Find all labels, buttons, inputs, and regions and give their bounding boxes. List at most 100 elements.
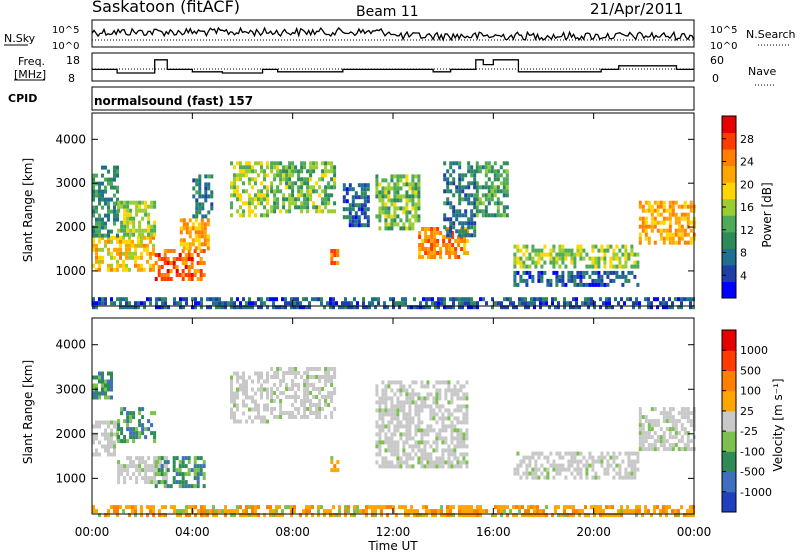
echo-cell [630,270,634,275]
echo-cell [405,218,409,223]
echo-cell [447,444,451,449]
echo-cell [260,181,263,186]
echo-cell [129,476,133,481]
echo-cell [317,505,320,510]
echo-cell [435,412,439,417]
echo-cell [677,204,681,209]
echo-cell [360,207,364,212]
echo-cell [110,251,113,256]
echo-cell [429,424,433,429]
echo-cell [354,203,358,208]
echo-cell [263,193,266,198]
echo-cell [242,201,245,206]
echo-cell [327,161,331,166]
echo-cell [140,509,143,514]
echo-cell [413,305,416,310]
echo-cell [429,412,433,417]
echo-cell [503,305,506,310]
nsearch-label: N.Search [746,28,796,41]
echo-cell [315,403,319,407]
echo-cell [575,301,578,306]
echo-cell [104,239,107,244]
echo-cell [188,246,192,251]
echo-cell [137,239,140,244]
echo-cell [597,274,601,279]
echo-cell [441,416,445,421]
echo-cell [450,388,454,393]
echo-cell [120,411,124,416]
echo-cell [282,165,286,170]
echo-cell [680,212,684,217]
echo-cell [163,484,167,489]
echo-cell [668,447,672,452]
echo-cell [390,178,394,183]
echo-cell [135,208,139,213]
echo-cell [126,468,130,473]
echo-cell [525,244,529,249]
echo-cell [464,209,468,214]
echo-cell [245,379,248,384]
echo-cell [92,509,95,514]
echo-cell [233,419,236,424]
echo-cell [266,213,269,218]
echo-cell [113,177,116,182]
echo-cell [689,419,693,424]
echo-cell [107,420,110,425]
echo-cell [647,224,651,229]
echo-cell [387,214,391,219]
echo-cell [576,471,580,476]
echo-cell [420,464,424,469]
echo-cell [266,185,269,190]
echo-cell [201,214,205,219]
echo-cell [290,297,293,302]
echo-cell [98,371,101,376]
echo-cell [140,243,143,248]
echo-cell [357,223,361,228]
echo-cell [433,243,437,247]
echo-cell [315,415,319,419]
echo-cell [427,235,431,239]
echo-cell [138,220,142,225]
echo-cell [101,383,104,388]
echo-cell [357,219,361,224]
echo-cell [399,436,403,441]
echo-cell [567,463,571,468]
echo-cell [475,197,479,202]
freq-label-1: Freq. [18,55,45,68]
echo-cell [144,460,148,465]
echo-cell [426,440,430,445]
echo-cell [378,190,382,195]
echo-cell [487,189,491,194]
echo-cell [395,513,398,518]
echo-cell [450,436,454,441]
echo-cell [656,200,660,205]
echo-cell [110,177,113,182]
echo-cell [330,460,334,465]
echo-cell [363,223,367,228]
echo-cell [677,411,681,416]
echo-cell [324,367,328,371]
echo-cell [263,415,266,420]
echo-cell [505,169,509,174]
echo-cell [150,204,154,209]
echo-cell [527,513,530,518]
echo-cell [202,476,206,481]
echo-cell [132,439,136,444]
echo-cell [653,407,657,412]
echo-cell [629,509,632,514]
echo-cell [381,206,385,211]
echo-cell [104,432,107,437]
echo-cell [303,379,307,383]
echo-cell [276,387,280,391]
echo-cell [581,301,584,306]
echo-cell [194,218,198,223]
echo-cell [126,456,130,461]
echo-cell [588,274,592,279]
echo-cell [465,396,469,401]
echo-cell [435,464,439,469]
echo-cell [230,375,233,380]
echo-cell [659,212,663,217]
echo-cell [196,476,200,481]
echo-cell [499,173,503,178]
echo-cell [110,197,113,202]
